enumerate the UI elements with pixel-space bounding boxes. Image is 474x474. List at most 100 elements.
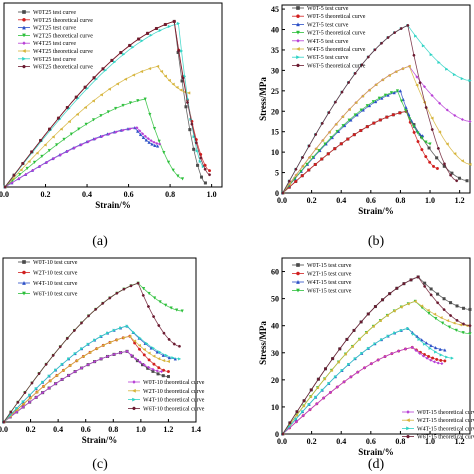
data-point [409,278,413,282]
data-point [113,60,117,64]
data-point [27,159,31,164]
data-point [294,167,298,171]
data-point [350,344,354,349]
data-point [458,323,463,327]
data-point [334,122,338,126]
data-point [93,360,97,364]
data-point [445,108,449,112]
data-point [419,304,424,308]
data-point [37,372,41,375]
x-tick-label: 0.6 [366,437,376,446]
data-point [155,369,159,373]
data-point [157,366,161,370]
data-point [316,377,320,381]
legend-label: W2T-5 test curve [307,22,349,28]
data-point [435,166,439,170]
data-point [453,113,457,118]
data-point [161,358,166,363]
data-point [122,52,126,56]
data-point [137,343,141,348]
data-point [301,404,306,408]
data-point [21,402,26,406]
data-point [435,357,439,361]
data-point [88,350,92,355]
data-point [442,297,446,301]
x-tick-label: 1.0 [425,437,435,446]
legend-marker [22,17,26,22]
data-point [79,321,84,325]
data-point [155,64,160,69]
data-point [392,90,396,95]
data-point [300,156,305,159]
data-point [430,93,434,98]
legend-label: W0T25 test curve [33,10,76,16]
data-point [35,390,39,394]
data-point [468,78,472,83]
x-tick-label: 0.4 [53,425,63,434]
x-tick-label: 1.4 [191,425,201,434]
data-point [30,150,34,154]
data-point [161,353,165,357]
data-point [128,44,132,47]
data-point [436,292,440,296]
data-point [412,130,416,134]
data-point [77,127,81,131]
legend-label: W6T25 test curve [33,57,76,63]
data-point [52,156,56,161]
legend-label: W4T-5 theoretical curve [307,47,366,53]
data-point [372,121,376,125]
data-point [74,359,79,363]
data-point [41,384,46,388]
data-point [194,141,198,145]
data-point [141,287,146,291]
legend-label: W6T25 theoretical curve [33,65,93,71]
series-line [4,65,189,188]
data-point [437,60,441,65]
legend-marker [22,260,26,264]
data-point [132,339,137,343]
panel-label: (a) [92,234,108,249]
data-point [365,104,369,108]
data-point [199,175,203,179]
data-point [287,182,291,186]
data-point [125,324,129,328]
x-tick-label: 1.2 [455,437,465,446]
x-tick-label: 0.2 [307,196,317,205]
data-point [434,350,438,354]
x-axis-title: Strain/% [358,206,394,216]
data-point [429,293,433,297]
data-point [121,336,125,340]
data-point [371,100,375,104]
chart-panel-3: 0.0 0.2 0.4 0.6 0.8 1.0 1.2 1.4 Strain/% (c) W0T-1… [0,257,205,472]
data-point [411,332,416,336]
series-line [282,327,453,435]
data-point [427,311,431,316]
legend-marker [405,418,410,423]
data-point [157,139,161,143]
legend-marker [22,270,26,275]
data-point [61,368,65,372]
data-point [308,395,313,399]
data-point [333,100,337,104]
legend-label: W2T-15 theoretical curve [417,418,474,424]
data-point [439,353,443,357]
legend-marker [296,55,301,60]
data-point [445,355,449,359]
series-6 [280,64,472,195]
data-point [143,134,148,138]
x-axis-title: Strain/% [358,447,394,457]
data-point [167,355,171,360]
series-line [282,276,471,435]
data-point [422,342,427,346]
data-point [335,129,339,134]
x-tick-label: 0.4 [82,190,92,199]
data-point [91,99,95,103]
data-point [452,321,456,325]
data-point [432,360,437,364]
data-point [157,324,161,327]
data-point [429,287,433,291]
data-point [455,319,459,322]
x-tick-label: 1.0 [425,196,435,205]
data-point [34,395,38,399]
data-point [115,82,119,86]
